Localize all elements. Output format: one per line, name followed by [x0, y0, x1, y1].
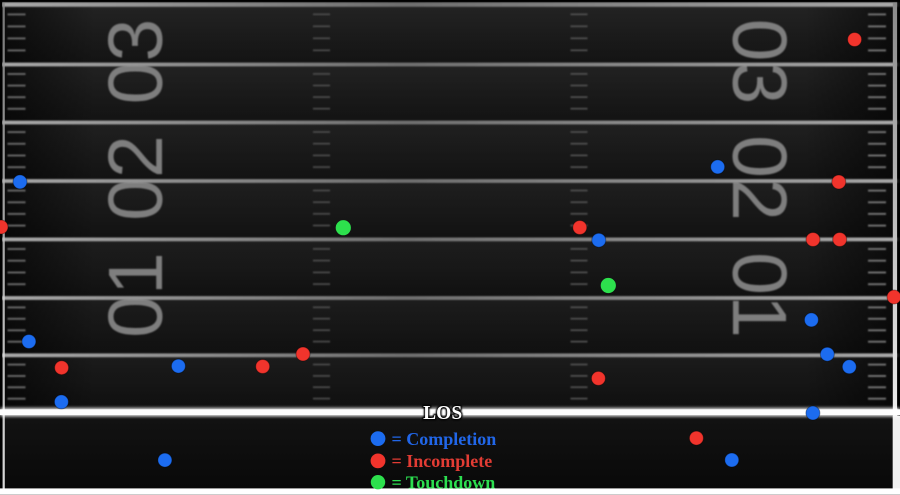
svg-text:LOS: LOS: [423, 403, 462, 424]
svg-text:03: 03: [93, 19, 179, 105]
svg-text:LOS: LOS: [423, 403, 462, 424]
svg-text:= Completion: = Completion: [392, 429, 497, 449]
svg-text:03: 03: [716, 19, 802, 105]
svg-text:= Incomplete: = Incomplete: [392, 451, 493, 471]
svg-text:02: 02: [93, 135, 179, 221]
svg-text:01: 01: [716, 252, 802, 338]
svg-text:01: 01: [93, 252, 179, 338]
svg-text:02: 02: [716, 135, 802, 221]
svg-text:= Touchdown: = Touchdown: [392, 473, 496, 493]
